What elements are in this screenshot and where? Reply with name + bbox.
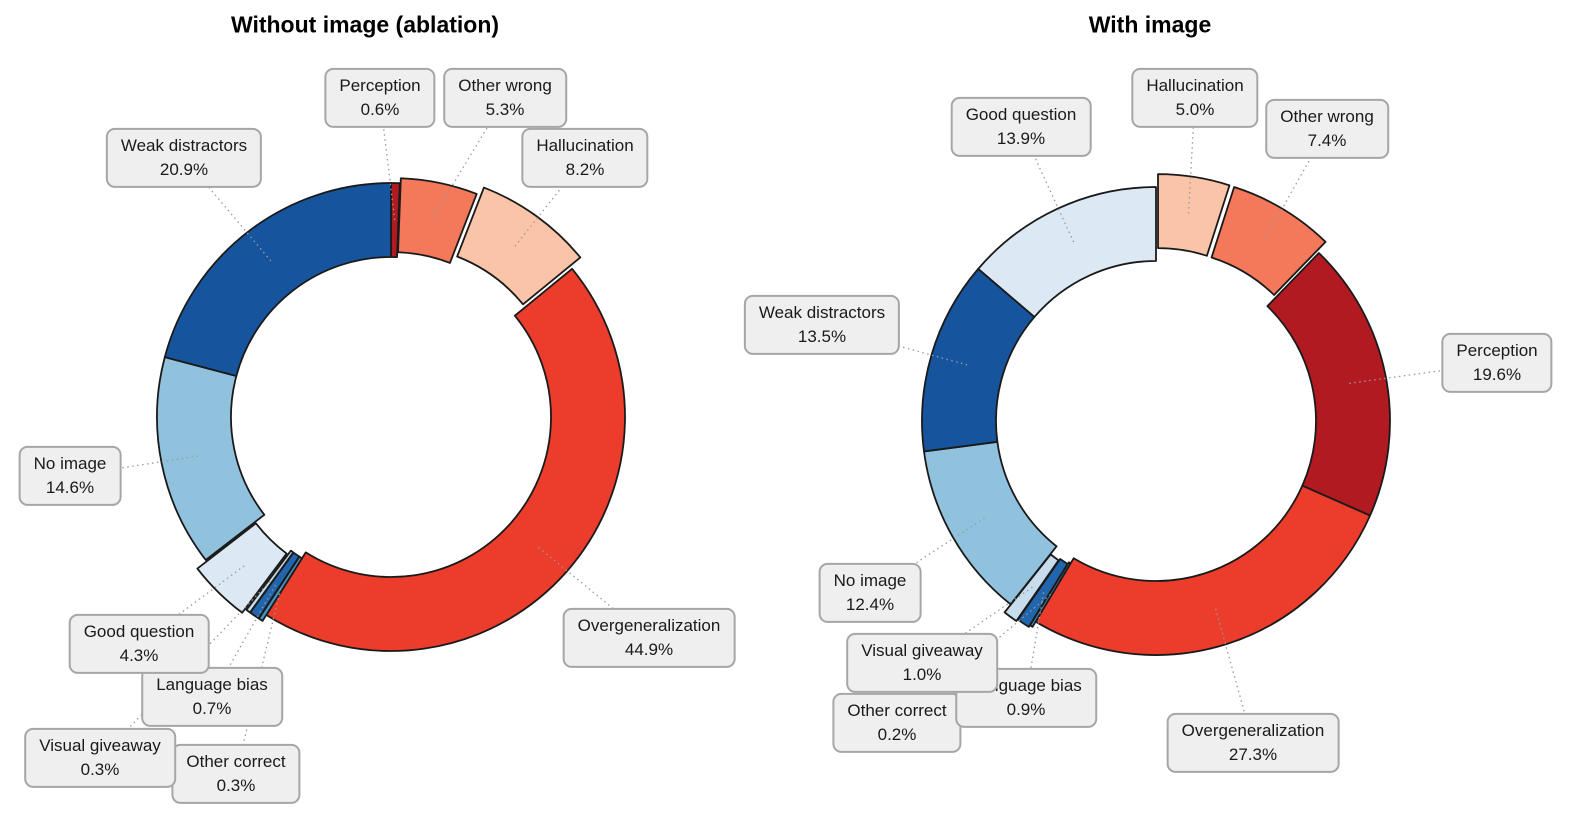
slice-label-other-wrong: Other wrong 7.4% [1265, 98, 1389, 160]
donut-slice-other-wrong [1210, 186, 1327, 296]
slice-label-visual-giveaway: Visual giveaway 1.0% [846, 632, 998, 694]
slice-label-value: 13.9% [996, 129, 1046, 148]
slice-label-value: 1.0% [902, 665, 942, 684]
slice-label-value: 27.3% [1228, 745, 1278, 764]
slice-label-name: Weak distractors [120, 135, 248, 155]
slice-label-name: Other wrong [458, 75, 552, 95]
slice-label-value: 0.9% [1006, 700, 1046, 719]
leader-line-perception [379, 97, 396, 221]
slice-label-no-image: No image 12.4% [818, 562, 922, 624]
slice-label-name: Other wrong [1280, 106, 1374, 126]
slice-label-name: Visual giveaway [861, 640, 983, 660]
slice-label-name: Good question [83, 621, 195, 641]
slice-label-name: Overgeneralization [1181, 720, 1325, 740]
slice-label-value: 13.5% [797, 327, 847, 346]
slice-label-no-image: No image 14.6% [18, 445, 122, 507]
slice-label-name: Hallucination [536, 135, 634, 155]
donut-slice-language-bias [1016, 558, 1069, 628]
leader-line-other-wrong [431, 97, 506, 220]
slice-label-name: Perception [339, 75, 421, 95]
slice-label-name: No image [833, 570, 907, 590]
donut-slice-good-question [977, 186, 1157, 318]
slice-label-other-wrong: Other wrong 5.3% [443, 67, 567, 129]
slice-label-name: Language bias [970, 675, 1082, 695]
slice-label-visual-giveaway: Visual giveaway 0.3% [24, 727, 176, 789]
leader-line-overgeneralization [538, 546, 650, 639]
slice-label-name: Other correct [186, 751, 286, 771]
slice-label-value: 0.7% [192, 699, 232, 718]
slice-label-value: 0.6% [360, 100, 400, 119]
leader-line-hallucination [514, 157, 586, 247]
slice-label-name: Weak distractors [758, 302, 886, 322]
leader-line-good-question [138, 565, 245, 645]
slice-label-name: Other correct [847, 700, 947, 720]
donut-slice-weak-distractors [163, 182, 392, 377]
slice-label-value: 0.3% [80, 760, 120, 779]
leader-line-visual-giveaway [99, 580, 271, 759]
slice-label-name: Hallucination [1146, 75, 1244, 95]
donut-slice-hallucination [1157, 173, 1231, 257]
slice-label-value: 12.4% [845, 595, 895, 614]
slice-label-name: Overgeneralization [577, 615, 721, 635]
donut-slice-hallucination [456, 186, 582, 306]
donut-slice-overgeneralization [265, 267, 626, 652]
slice-label-value: 8.2% [565, 160, 605, 179]
slice-label-hallucination: Hallucination 5.0% [1131, 67, 1259, 129]
slice-label-value: 0.2% [877, 725, 917, 744]
slice-label-value: 4.3% [119, 646, 159, 665]
slice-label-value: 7.4% [1307, 131, 1347, 150]
slice-label-value: 20.9% [159, 160, 209, 179]
slice-label-name: Perception [1456, 340, 1538, 360]
slice-label-overgeneralization: Overgeneralization 44.9% [562, 607, 736, 669]
donut-slice-other-wrong [397, 177, 478, 264]
slice-label-name: Visual giveaway [39, 735, 161, 755]
slice-label-good-question: Good question 13.9% [950, 96, 1092, 158]
slice-label-weak-distractors: Weak distractors 13.5% [743, 294, 901, 356]
slice-label-value: 0.3% [216, 776, 256, 795]
slice-label-perception: Perception 19.6% [1441, 332, 1553, 394]
leader-line-language-bias [211, 584, 276, 698]
slice-label-value: 19.6% [1472, 365, 1522, 384]
slice-label-overgeneralization: Overgeneralization 27.3% [1166, 712, 1340, 774]
slice-label-language-bias: Language bias 0.7% [141, 666, 283, 728]
leader-line-other-wrong [1263, 128, 1328, 242]
slice-label-weak-distractors: Weak distractors 20.9% [105, 127, 263, 189]
chart-title-with-image: With image [1088, 11, 1212, 38]
slice-label-name: Good question [965, 104, 1077, 124]
slice-label-perception: Perception 0.6% [324, 67, 436, 129]
slice-label-hallucination: Hallucination 8.2% [521, 127, 649, 189]
slice-label-name: No image [33, 453, 107, 473]
donut-slice-good-question [196, 522, 288, 614]
slice-label-value: 5.3% [485, 100, 525, 119]
donut-slice-perception [1266, 252, 1391, 517]
chart-title-without-image: Without image (ablation) [230, 11, 500, 38]
slice-label-other-correct: Other correct 0.2% [832, 692, 962, 754]
slice-label-good-question: Good question 4.3% [68, 613, 210, 675]
slice-label-value: 5.0% [1175, 100, 1215, 119]
slice-label-other-correct: Other correct 0.3% [171, 743, 301, 805]
slice-label-value: 14.6% [45, 478, 95, 497]
donut-slice-overgeneralization [1034, 484, 1371, 656]
slice-label-value: 44.9% [624, 640, 674, 659]
slice-label-name: Language bias [156, 674, 268, 694]
